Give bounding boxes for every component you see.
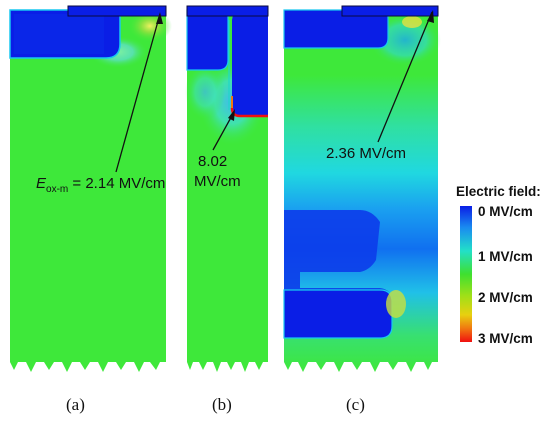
panel-b-gate-region	[232, 10, 268, 116]
color-legend: Electric field: 0 MV/cm 1 MV/cm 2 MV/cm …	[456, 184, 541, 346]
legend-tick-1: 1 MV/cm	[478, 249, 533, 264]
panel-c-field-map	[284, 10, 438, 372]
caption-a: (a)	[66, 395, 85, 414]
panel-b-annotation-line1: 8.02	[198, 153, 227, 170]
panel-a-arrow	[115, 13, 161, 173]
panel-c-arrow	[377, 11, 433, 143]
legend-title: Electric field:	[456, 184, 541, 199]
panel-a-top-electrode	[67, 5, 167, 17]
caption-b: (b)	[212, 395, 232, 414]
panel-b: 8.02 MV/cm	[185, 5, 269, 372]
panel-c-annotation: 2.36 MV/cm	[326, 145, 406, 162]
panel-c-upper-gate	[284, 10, 388, 48]
caption-c: (c)	[346, 395, 365, 414]
panel-a: Eox-m = 2.14 MV/cm	[9, 5, 172, 372]
panel-a-field-map	[10, 10, 166, 372]
legend-tick-0: 0 MV/cm	[478, 204, 533, 219]
panel-a-annotation: Eox-m = 2.14 MV/cm	[36, 175, 165, 195]
panel-b-annotation-line2: MV/cm	[194, 173, 241, 190]
panel-c: 2.36 MV/cm	[283, 5, 441, 372]
legend-colorbar	[460, 206, 472, 342]
panel-c-lower-gate	[284, 290, 392, 338]
legend-tick-3: 3 MV/cm	[478, 331, 533, 346]
legend-tick-2: 2 MV/cm	[478, 290, 533, 305]
